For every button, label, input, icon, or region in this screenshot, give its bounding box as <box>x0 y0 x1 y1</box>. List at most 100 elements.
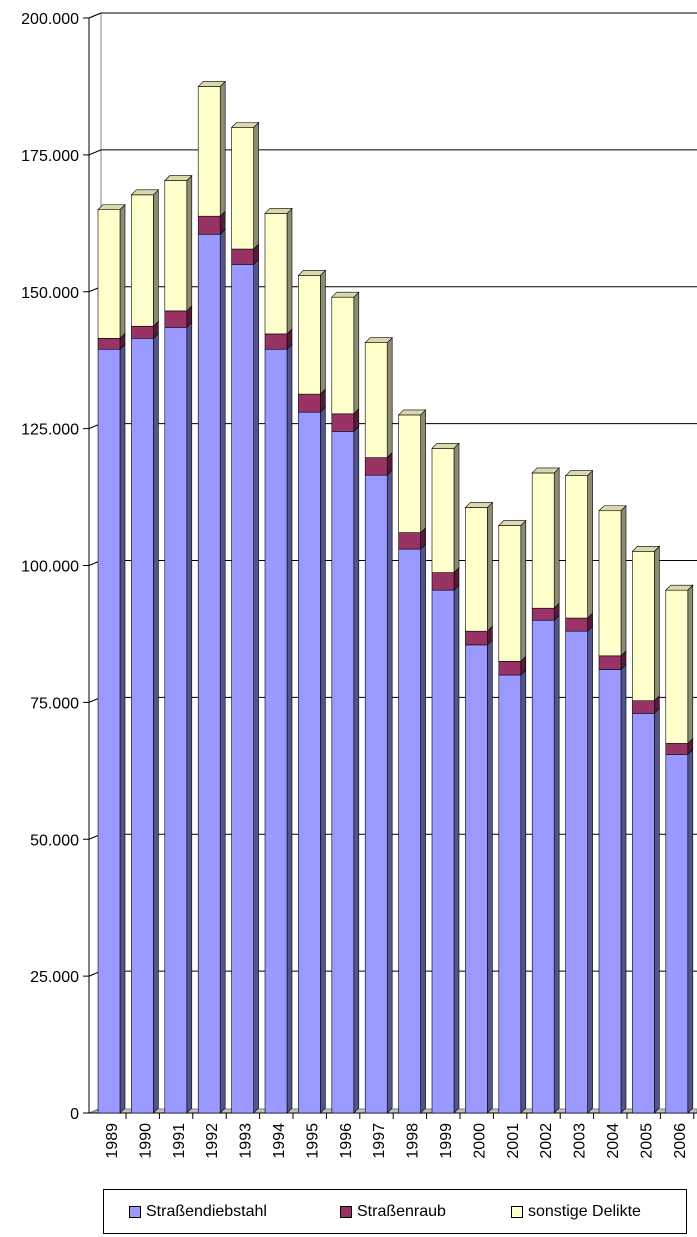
bar-segment-side <box>219 228 226 1114</box>
bar-2004-sonstige-delikte <box>598 510 622 657</box>
bar-segment-side <box>153 189 159 327</box>
bar-top <box>197 81 226 87</box>
y-tick-label: 175.000 <box>21 148 79 165</box>
bar-top <box>130 189 160 196</box>
x-tick-label: 2000 <box>471 1123 488 1159</box>
legend-swatch <box>511 1206 523 1218</box>
x-tick-label: 2003 <box>572 1123 589 1159</box>
x-tick-label: 1998 <box>405 1123 422 1159</box>
bar-top <box>431 443 460 449</box>
bar-2006-strassendiebstahl <box>665 754 689 1114</box>
bar-1995-sonstige-delikte <box>298 275 321 395</box>
bar-segment-side <box>687 584 694 745</box>
bar-2000-strassenraub <box>465 630 488 646</box>
bar-2002-sonstige-delikte <box>531 472 555 609</box>
bar-segment-side <box>219 80 226 217</box>
bar-1994-sonstige-delikte <box>264 213 288 335</box>
bar-segment-side <box>286 343 293 1114</box>
bar-1992-strassenraub <box>197 215 221 235</box>
bar-segment-side <box>587 469 593 619</box>
x-tick-label: 2001 <box>505 1123 522 1159</box>
y-tick-label: 100.000 <box>21 559 79 576</box>
bar-2002-strassendiebstahl <box>531 619 555 1114</box>
chart-legend: Straßendiebstahl Straßenraub sonstige De… <box>103 1189 687 1234</box>
legend-label: Straßenraub <box>357 1203 446 1220</box>
legend-item-strassendiebstahl: Straßendiebstahl <box>129 1203 267 1221</box>
bar-1998-sonstige-delikte <box>398 414 421 533</box>
bar-top <box>631 545 661 552</box>
bar-top <box>331 291 360 298</box>
bar-1999-sonstige-delikte <box>431 448 455 573</box>
bar-1994-strassenraub <box>264 333 288 350</box>
bar-segment-side <box>386 336 393 459</box>
bar-top <box>498 520 527 526</box>
bar-1993-sonstige-delikte <box>231 127 254 250</box>
bar-segment-side <box>153 332 159 1114</box>
bar-1991-strassendiebstahl <box>164 327 188 1114</box>
bar-segment-side <box>286 207 293 335</box>
stacked-bar-chart: 0 25.000 50.000 75.000 100.000 125.000 150.000… <box>21 11 697 1159</box>
legend-item-sonstige-delikte: sonstige Delikte <box>511 1203 641 1221</box>
bar-top <box>665 584 694 591</box>
bar-1998-strassendiebstahl <box>398 548 421 1114</box>
bar-1990-sonstige-delikte <box>131 194 154 327</box>
bar-1997-sonstige-delikte <box>364 342 388 458</box>
bar-1997-strassenraub <box>364 457 388 476</box>
bar-1991-sonstige-delikte <box>164 180 188 312</box>
gridline-diagonal <box>88 149 102 156</box>
bar-1996-strassendiebstahl <box>331 431 355 1114</box>
bar-segment-side <box>487 501 493 632</box>
bar-segment-side <box>620 505 627 657</box>
bar-2003-strassendiebstahl <box>565 630 588 1114</box>
bar-1993-strassenraub <box>231 248 254 265</box>
bar-1996-strassenraub <box>331 413 355 432</box>
bar-2004-strassendiebstahl <box>598 669 622 1114</box>
bar-1992-strassendiebstahl <box>197 233 221 1114</box>
bar-segment-side <box>386 469 393 1114</box>
bar-segment-side <box>654 707 660 1114</box>
bar-top <box>464 502 494 508</box>
bar-1995-strassendiebstahl <box>298 411 321 1114</box>
bar-2001-sonstige-delikte <box>498 525 522 662</box>
y-tick-label: 200.000 <box>21 11 79 28</box>
y-tick-label: 75.000 <box>30 695 79 712</box>
x-tick-label: 1994 <box>271 1123 288 1159</box>
bar-1992-sonstige-delikte <box>197 86 221 217</box>
legend-swatch <box>340 1206 352 1218</box>
bar-top <box>564 470 594 477</box>
legend-item-strassenraub: Straßenraub <box>340 1203 446 1221</box>
bar-segment-side <box>320 406 326 1114</box>
bar-top <box>264 208 293 214</box>
bar-1999-strassendiebstahl <box>431 589 455 1114</box>
bar-2002-strassenraub <box>531 607 555 621</box>
bar-segment-side <box>620 663 627 1114</box>
bar-segment-side <box>353 291 360 415</box>
bar-segment-side <box>420 409 426 534</box>
bar-2005-strassendiebstahl <box>632 713 655 1114</box>
bar-1989-sonstige-delikte <box>97 209 121 339</box>
bar-top <box>297 270 327 276</box>
y-tick-label: 50.000 <box>30 832 79 849</box>
x-tick-label: 2005 <box>638 1123 655 1159</box>
x-tick-label: 1995 <box>304 1123 321 1159</box>
bar-1989-strassenraub <box>97 337 121 350</box>
bar-segment-side <box>654 545 660 702</box>
bar-segment-side <box>353 425 360 1114</box>
x-tick-label: 1991 <box>171 1123 188 1159</box>
x-tick-label: 1992 <box>204 1123 221 1159</box>
bar-2001-strassendiebstahl <box>498 674 522 1114</box>
x-tick-label: 2004 <box>605 1123 622 1159</box>
bar-top <box>97 204 126 210</box>
bar-segment-side <box>119 203 126 340</box>
x-tick-label: 1989 <box>104 1123 121 1159</box>
bar-2005-strassenraub <box>632 700 655 714</box>
bar-top <box>230 122 260 128</box>
bar-1998-strassenraub <box>398 532 421 550</box>
legend-label: sonstige Delikte <box>528 1203 641 1220</box>
bar-1990-strassenraub <box>131 325 154 339</box>
bar-segment-side <box>553 614 560 1114</box>
bar-1996-sonstige-delikte <box>331 296 355 415</box>
bar-1989-strassendiebstahl <box>97 348 121 1114</box>
bar-1991-strassenraub <box>164 310 188 328</box>
y-tick-label: 25.000 <box>30 969 79 986</box>
